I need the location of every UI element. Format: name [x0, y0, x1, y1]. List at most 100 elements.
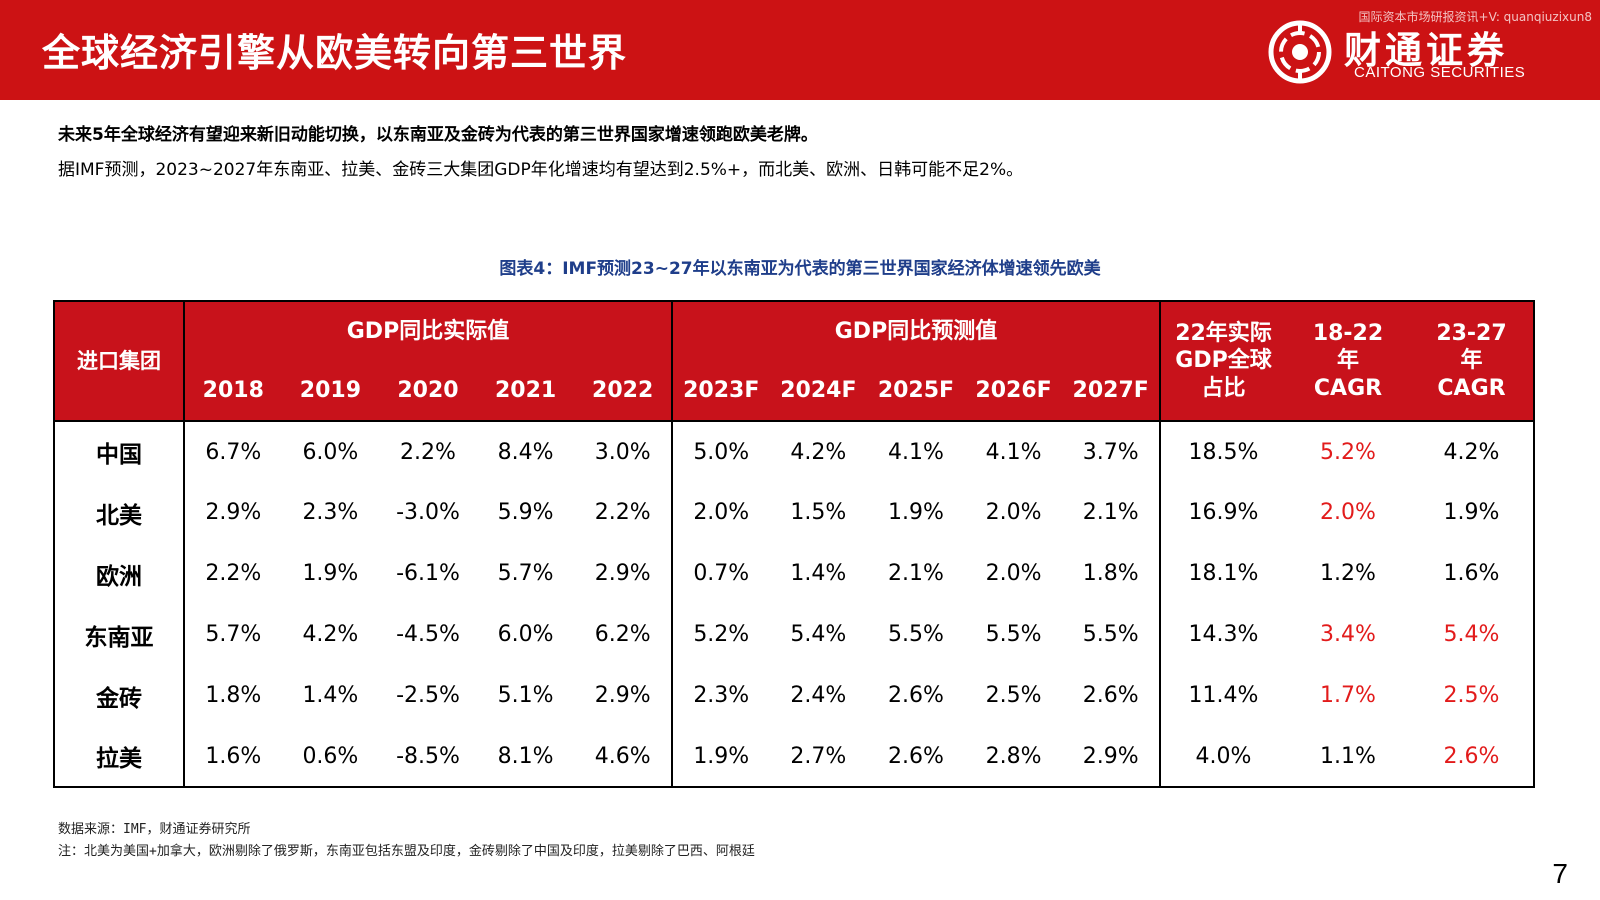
year-header: 2027F: [1062, 361, 1161, 421]
table-row: 东南亚 5.7% 4.2% -4.5% 6.0% 6.2% 5.2% 5.4% 5.5% 5.5%…: [54, 604, 1534, 665]
table-note: 注：北美为美国+加拿大，欧洲剔除了俄罗斯，东南亚包括东盟及印度，金砖剔除了中国及…: [58, 844, 755, 859]
gdp-value-cell: 4.1%: [985, 439, 1042, 465]
title-banner: 全球经济引擎从欧美转向第三世界 国际资本市场研报资讯+V: quanqiuzix…: [0, 0, 1600, 100]
gdp-value-cell: 5.7%: [497, 561, 554, 586]
gdp-value-cell: 5.1%: [497, 683, 554, 708]
gdp-value-cell: 2.4%: [790, 683, 847, 708]
gdp-value-cell: 8.1%: [497, 743, 554, 769]
page-number: 7: [1552, 858, 1568, 889]
year-header: 2018: [184, 361, 282, 421]
cagr-18-22-cell: 1.1%: [1320, 743, 1376, 769]
cagr-23-27-cell: 5.4%: [1443, 622, 1500, 647]
gdp-value-cell: 4.2%: [790, 439, 847, 465]
gdp-value-cell: 6.7%: [205, 439, 262, 465]
gdp-value-cell: 5.5%: [888, 622, 944, 647]
header-actual: GDP同比实际值: [184, 301, 673, 361]
header-cagr-23-27: 23-27年CAGR: [1410, 301, 1534, 421]
table-row: 欧洲 2.2% 1.9% -6.1% 5.7% 2.9% 0.7% 1.4% 2.1% 2.0% 1…: [54, 543, 1534, 604]
cagr-23-27-cell: 2.6%: [1443, 743, 1500, 769]
gdp-value-cell: 2.6%: [1062, 665, 1161, 726]
year-header: 2020: [379, 361, 477, 421]
gdp-value-cell: 2.0%: [693, 500, 750, 525]
cagr-18-22-cell: 3.4%: [1320, 622, 1376, 647]
gdp-value-cell: 6.2%: [574, 604, 673, 665]
gdp-value-cell: 2.6%: [888, 683, 944, 708]
row-label: 东南亚: [54, 604, 185, 665]
gdp-value-cell: 2.0%: [985, 561, 1042, 586]
row-label: 金砖: [54, 665, 185, 726]
page-title: 全球经济引擎从欧美转向第三世界: [42, 31, 628, 75]
gdp-value-cell: 2.0%: [985, 500, 1042, 525]
gdp-value-cell: 2.3%: [302, 500, 359, 525]
gdp-value-cell: 2.2%: [400, 439, 456, 465]
year-header: 2023F: [671, 361, 770, 421]
gdp-value-cell: 6.0%: [302, 439, 359, 465]
gdp-value-cell: 2.7%: [790, 743, 847, 769]
gdp-value-cell: 2.1%: [1062, 482, 1161, 543]
gdp-value-cell: 4.6%: [574, 726, 673, 787]
gdp-value-cell: 1.9%: [888, 500, 944, 525]
gdp-value-cell: 1.5%: [790, 500, 847, 525]
row-label: 中国: [54, 421, 185, 482]
gdp-value-cell: 5.5%: [985, 622, 1042, 647]
gdp-value-cell: 2.2%: [205, 561, 262, 586]
gdp-value-cell: 5.2%: [693, 622, 750, 647]
gdp-value-cell: 1.8%: [205, 683, 262, 708]
row-label: 拉美: [54, 726, 185, 787]
gdp-value-cell: 6.0%: [497, 622, 554, 647]
company-logo: 财通证券 CAITONG SECURITIES: [1268, 20, 1568, 84]
cagr-23-27-cell: 2.5%: [1443, 683, 1500, 708]
gdp-value-cell: 2.9%: [1062, 726, 1161, 787]
table-caption: 图表4：IMF预测23~27年以东南亚为代表的第三世界国家经济体增速领先欧美: [499, 259, 1101, 279]
intro-detail: 据IMF预测，2023~2027年东南亚、拉美、金砖三大集团GDP年化增速均有望…: [58, 160, 1024, 180]
gdp-value-cell: 2.9%: [574, 665, 673, 726]
cagr-23-27-cell: 1.6%: [1443, 561, 1500, 586]
gdp-value-cell: 1.4%: [790, 561, 847, 586]
year-header: 2025F: [867, 361, 965, 421]
table-row: 金砖 1.8% 1.4% -2.5% 5.1% 2.9% 2.3% 2.4% 2.6% 2.5% 2…: [54, 665, 1534, 726]
gdp-value-cell: 1.9%: [302, 561, 359, 586]
gdp-value-cell: -3.0%: [396, 500, 460, 525]
header-forecast: GDP同比预测值: [671, 301, 1162, 361]
header-cagr-18-22: 18-22年CAGR: [1286, 301, 1410, 421]
cagr-18-22-cell: 2.0%: [1320, 500, 1376, 525]
logo-chinese-name: 财通证券: [1344, 29, 1508, 72]
gdp-value-cell: 1.6%: [205, 743, 262, 769]
gdp-value-cell: 5.9%: [497, 500, 554, 525]
table-row: 拉美 1.6% 0.6% -8.5% 8.1% 4.6% 1.9% 2.7% 2.6% 2.8% 2…: [54, 726, 1534, 787]
intro-headline: 未来5年全球经济有望迎来新旧动能切换，以东南亚及金砖为代表的第三世界国家增速领跑…: [58, 125, 818, 145]
gdp-value-cell: 5.7%: [205, 622, 262, 647]
gdp-value-cell: 5.4%: [790, 622, 847, 647]
table-row: 北美 2.9% 2.3% -3.0% 5.9% 2.2% 2.0% 1.5% 1.9% 2.0% 2…: [54, 482, 1534, 543]
gdp-value-cell: 2.9%: [574, 543, 673, 604]
year-header: 2019: [281, 361, 380, 421]
row-label: 北美: [54, 482, 185, 543]
share-cell: 18.5%: [1188, 439, 1259, 465]
gdp-value-cell: 2.3%: [693, 683, 750, 708]
gdp-value-cell: 2.1%: [888, 561, 944, 586]
header-share: 22年实际GDP全球占比: [1160, 301, 1286, 421]
gdp-value-cell: 1.9%: [693, 743, 750, 769]
year-header: 2021: [476, 361, 575, 421]
gdp-value-cell: 2.8%: [985, 743, 1042, 769]
gdp-value-cell: 1.4%: [302, 683, 359, 708]
gdp-table: 进口集团 GDP同比实际值 GDP同比预测值 22年实际GDP全球占比 18-2…: [53, 300, 1535, 788]
share-cell: 16.9%: [1188, 500, 1259, 525]
watermark: 国际资本市场研报资讯+V: quanqiuzixun8: [1358, 10, 1592, 24]
gdp-value-cell: 4.2%: [302, 622, 359, 647]
data-source: 数据来源：IMF，财通证券研究所: [58, 822, 251, 837]
cagr-18-22-cell: 1.7%: [1320, 683, 1376, 708]
year-header: 2024F: [769, 361, 868, 421]
logo-emblem-icon: [1268, 20, 1332, 84]
cagr-23-27-cell: 4.2%: [1443, 439, 1500, 465]
gdp-value-cell: -6.1%: [396, 561, 460, 586]
gdp-value-cell: 0.7%: [693, 561, 750, 586]
table-row: 中国 6.7% 6.0% 2.2% 8.4% 3.0% 5.0% 4.2% 4.1% 4.1% 3.…: [54, 421, 1534, 482]
gdp-value-cell: 3.7%: [1062, 421, 1161, 482]
cagr-18-22-cell: 1.2%: [1320, 561, 1376, 586]
gdp-value-cell: 2.6%: [888, 743, 944, 769]
gdp-value-cell: -8.5%: [396, 743, 460, 769]
logo-english-name: CAITONG SECURITIES: [1354, 64, 1526, 81]
gdp-value-cell: -4.5%: [396, 622, 460, 647]
gdp-value-cell: 5.0%: [693, 439, 750, 465]
